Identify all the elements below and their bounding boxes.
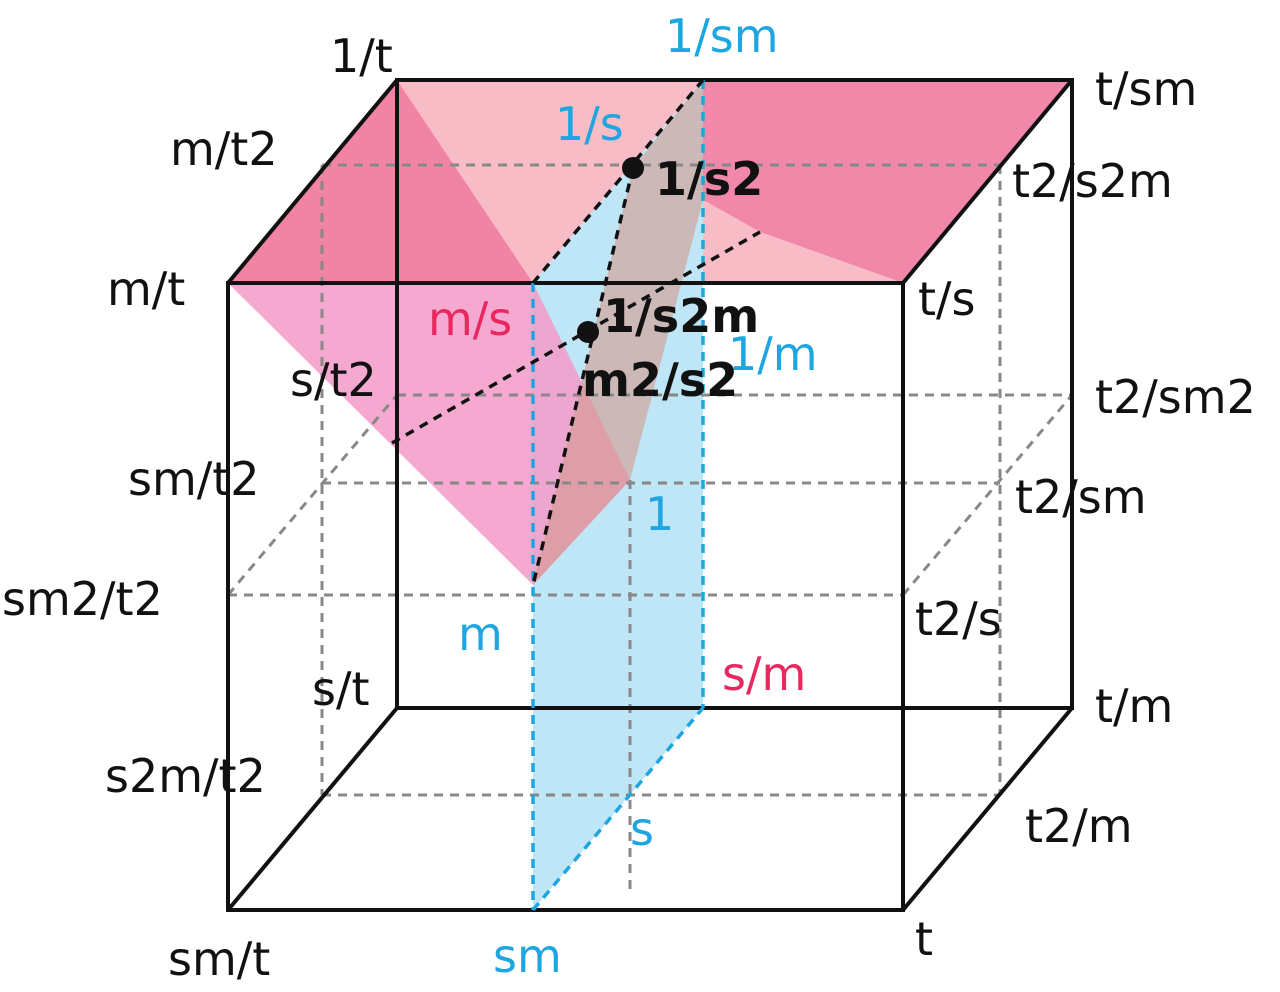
label: s/m bbox=[722, 647, 806, 701]
label: 1/sm bbox=[665, 9, 779, 63]
label: sm/t2 bbox=[128, 452, 260, 506]
label: t/s bbox=[918, 272, 976, 326]
label: t2/s2m bbox=[1012, 154, 1173, 208]
edge bbox=[226, 78, 399, 285]
plane-top-right bbox=[703, 80, 1072, 283]
plane-top-left bbox=[228, 80, 533, 283]
grid-line bbox=[226, 394, 399, 596]
label: t2/m bbox=[1025, 799, 1133, 853]
label: t/m bbox=[1095, 679, 1173, 733]
label: sm2/t2 bbox=[2, 572, 163, 626]
label: m/s bbox=[428, 292, 512, 346]
label: m/t bbox=[107, 262, 185, 316]
blue-line bbox=[531, 706, 705, 912]
black-line bbox=[391, 230, 761, 445]
label: m2/s2 bbox=[582, 353, 738, 407]
label: t2/sm2 bbox=[1095, 370, 1256, 424]
label: m/t2 bbox=[170, 122, 278, 176]
plane-top-light2 bbox=[700, 200, 903, 283]
label: s bbox=[630, 802, 654, 856]
plane-top-light bbox=[397, 80, 703, 283]
label: 1/m bbox=[728, 327, 818, 381]
dashed-lines bbox=[391, 78, 761, 912]
point bbox=[622, 157, 644, 179]
label: 1/t bbox=[330, 29, 393, 83]
label: t2/sm bbox=[1015, 470, 1147, 524]
label: 1/s bbox=[555, 97, 624, 151]
black-line bbox=[531, 78, 705, 285]
label: sm/t bbox=[168, 932, 270, 986]
edge bbox=[226, 706, 399, 912]
label: sm bbox=[493, 929, 562, 983]
labels: 1/t 1/sm t/sm m/t2 1/s 1/s2 t2/s2m m/t t… bbox=[2, 9, 1256, 986]
label: 1/s2m bbox=[603, 289, 759, 343]
edge bbox=[901, 706, 1074, 912]
point bbox=[577, 321, 599, 343]
label: s/t bbox=[312, 662, 370, 716]
plane-pink bbox=[228, 283, 630, 585]
label: m bbox=[458, 607, 503, 661]
label: t2/s bbox=[915, 592, 1002, 646]
grid bbox=[226, 163, 1074, 890]
label: 1 bbox=[645, 487, 674, 541]
label: t/sm bbox=[1095, 62, 1197, 116]
label: t bbox=[915, 912, 933, 966]
grid-line bbox=[901, 394, 1074, 596]
label: s2m/t2 bbox=[105, 749, 266, 803]
cube-edges bbox=[226, 78, 1074, 912]
label: 1/s2 bbox=[655, 152, 763, 206]
edge bbox=[901, 78, 1074, 285]
label: s/t2 bbox=[290, 353, 377, 407]
plane-rose bbox=[533, 80, 703, 585]
black-line bbox=[531, 167, 635, 586]
